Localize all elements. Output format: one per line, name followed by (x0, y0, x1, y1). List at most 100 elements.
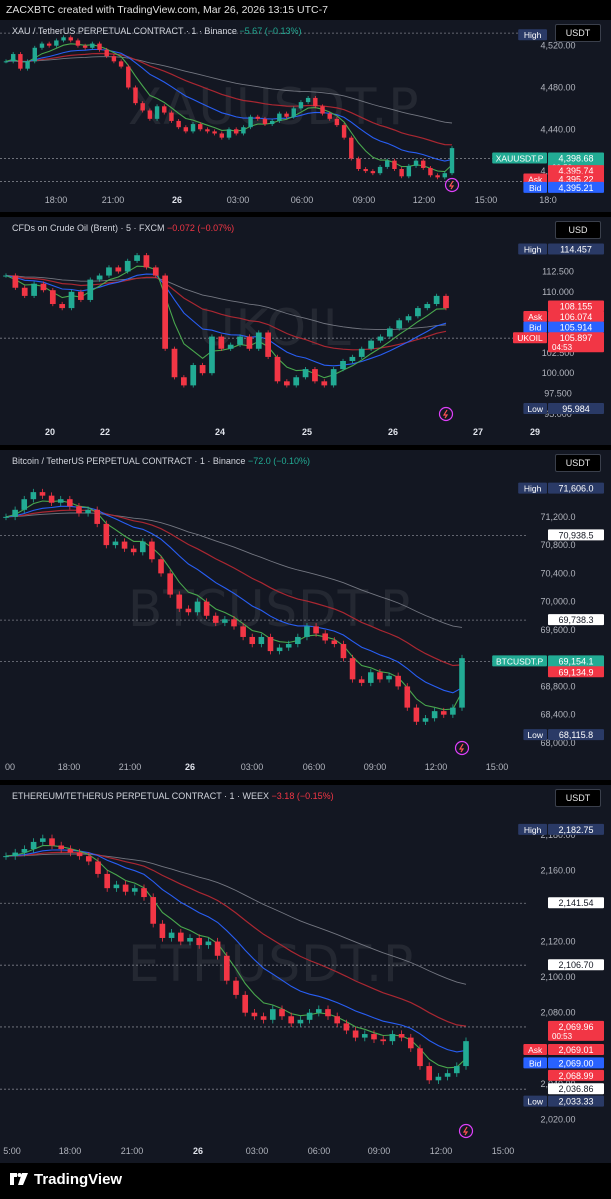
candle-body (312, 369, 318, 382)
y-tick-label: 97.500 (544, 389, 572, 399)
candle-body (241, 127, 246, 134)
y-tick-label: 68,800.0 (540, 681, 575, 691)
candle-body (405, 316, 412, 321)
candle-body (370, 171, 376, 174)
candle-body (274, 356, 281, 382)
price-label-box (548, 332, 604, 353)
price-label-tag-text: Ask (528, 312, 543, 322)
price-label-box (548, 729, 604, 741)
candle-body (435, 1076, 442, 1081)
ukoil-chart-panel[interactable]: UKOIL 112.500 110.000 102.500 100.000 97.500… (0, 217, 611, 445)
tradingview-logo-icon (10, 1173, 28, 1185)
candle-body (183, 127, 189, 132)
watermark: ETHUSDT.P (128, 935, 415, 993)
candle-body (269, 1009, 276, 1020)
candle-body (176, 594, 183, 609)
candle-body (176, 120, 181, 128)
flash-icon-ring (438, 406, 454, 422)
moving-average-line (5, 274, 447, 351)
candle-body (118, 61, 124, 67)
candle-body (18, 54, 23, 69)
candle-body (143, 255, 150, 268)
candle-body (433, 295, 440, 305)
candle-body (205, 129, 210, 132)
candle-body (104, 49, 109, 57)
price-label-plain: 2,106.70 (548, 959, 604, 971)
x-tick-label: 27 (473, 427, 483, 437)
candle-body (340, 360, 346, 370)
y-tick-label: 4,480.00 (540, 82, 575, 92)
price-label-countdown: 00:53 (552, 1032, 573, 1041)
candle-body (313, 626, 319, 634)
flash-icon-bolt (448, 180, 455, 190)
xauusdt-chart-panel[interactable]: XAUUSDT.P 4,520.004,480.004,440.004,400.… (0, 20, 611, 212)
chart-title: ETHEREUM/TETHERUS PERPETUAL CONTRACT · 1… (12, 791, 334, 801)
chart-title: Bitcoin / TetherUS PERPETUAL CONTRACT · … (12, 456, 310, 466)
x-tick-label: 06:00 (303, 762, 326, 772)
xauusdt-chart-svg[interactable]: 4,520.004,480.004,440.004,400.0018:0021:… (0, 20, 611, 212)
candle-body (147, 110, 153, 119)
price-label-value: 69,738.3 (558, 615, 593, 625)
btcusdt-chart-panel[interactable]: BTCUSDT.P 71,200.0 70,800.0 70,400.0 70,000… (0, 450, 611, 780)
price-label-value: 70,938.5 (558, 530, 593, 540)
price-label-tag-text: High (524, 30, 542, 40)
flash-icon-ring (458, 1123, 474, 1139)
candle-body (386, 328, 393, 337)
candle-body (315, 1009, 322, 1013)
price-label-value: 108.155 (560, 301, 593, 311)
price-label-tag (518, 823, 547, 835)
candle-body (404, 686, 411, 708)
x-tick-label: 26 (185, 762, 195, 772)
candle-body (3, 516, 9, 518)
candle-body (444, 1073, 451, 1077)
price-label-tag-text: High (524, 825, 542, 835)
candle-body (242, 994, 249, 1013)
y-tick-label: 70,400.0 (540, 568, 575, 578)
candle-body (302, 369, 309, 378)
x-tick-label: 09:00 (368, 1146, 391, 1156)
x-tick-label: 20 (45, 427, 55, 437)
candle-body (343, 1023, 350, 1031)
candle-body (265, 332, 271, 357)
x-tick-label: 12:00 (413, 195, 436, 205)
price-label-tag-text: Bid (529, 183, 542, 193)
candle-body (131, 888, 138, 892)
price-label-box (548, 300, 604, 312)
candle-body (396, 320, 403, 329)
watermark: BTCUSDT.P (128, 580, 412, 638)
candle-body (68, 291, 75, 309)
ukoil-chart-svg[interactable]: 112.500110.000102.500100.00097.50095.000… (0, 217, 611, 445)
x-tick-label: 25 (302, 427, 312, 437)
candle-body (12, 509, 18, 517)
y-tick-label: 68,400.0 (540, 710, 575, 720)
moving-average-line (5, 500, 463, 711)
candle-body (459, 658, 465, 708)
price-label-box (548, 181, 604, 193)
price-label-tag (523, 1044, 547, 1056)
ethusdt-chart-panel[interactable]: ETHUSDT.P 2,180.002,160.002,120.002,100.… (0, 785, 611, 1163)
currency-button[interactable]: USDT (555, 789, 601, 807)
candle-body (392, 160, 397, 170)
x-tick-label: 15:00 (492, 1146, 515, 1156)
x-tick-label: 21:00 (119, 762, 142, 772)
flash-icon-ring (444, 177, 460, 193)
candle-body (358, 679, 365, 683)
x-tick-label: 29 (530, 427, 540, 437)
currency-button[interactable]: USDT (555, 454, 601, 472)
candle-body (406, 165, 412, 177)
tradingview-logo[interactable]: TradingView (10, 1171, 122, 1188)
currency-button[interactable]: USDT (555, 24, 601, 42)
moving-average-line (5, 512, 463, 628)
candle-body (341, 125, 347, 138)
candle-body (59, 304, 66, 309)
price-label-value: 69,134.9 (558, 667, 593, 677)
ethusdt-chart-svg[interactable]: 2,180.002,160.002,120.002,100.002,080.00… (0, 785, 611, 1163)
currency-button[interactable]: USD (555, 221, 601, 239)
candle-body (291, 108, 296, 117)
candle-body (150, 897, 157, 924)
candle-body (417, 1048, 423, 1067)
candle-body (255, 332, 262, 349)
btcusdt-chart-svg[interactable]: 71,200.0 70,800.0 70,400.0 70,000.0 69,600.0… (0, 450, 611, 780)
price-label-value: 4,398.68 (558, 154, 593, 164)
candle-body (352, 1030, 359, 1038)
